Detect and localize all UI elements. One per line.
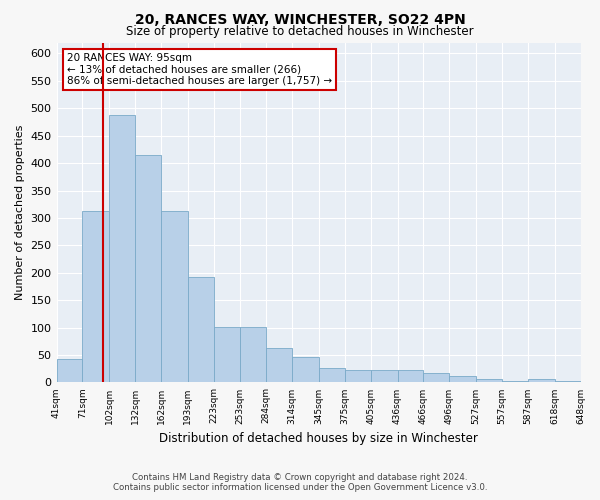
- Bar: [424, 373, 449, 382]
- Bar: [56, 360, 82, 382]
- Bar: [371, 370, 398, 382]
- Bar: [528, 378, 554, 382]
- Bar: [345, 370, 371, 382]
- Text: Size of property relative to detached houses in Winchester: Size of property relative to detached ho…: [126, 25, 474, 38]
- Bar: [319, 368, 345, 382]
- Bar: [239, 326, 266, 382]
- Bar: [135, 155, 161, 382]
- Bar: [292, 356, 319, 382]
- Bar: [476, 378, 502, 382]
- Bar: [398, 370, 424, 382]
- Bar: [161, 212, 188, 382]
- Bar: [109, 116, 135, 382]
- Text: 20, RANCES WAY, WINCHESTER, SO22 4PN: 20, RANCES WAY, WINCHESTER, SO22 4PN: [134, 12, 466, 26]
- Bar: [188, 277, 214, 382]
- Text: Contains HM Land Registry data © Crown copyright and database right 2024.
Contai: Contains HM Land Registry data © Crown c…: [113, 473, 487, 492]
- Bar: [82, 212, 109, 382]
- Bar: [266, 348, 292, 382]
- Y-axis label: Number of detached properties: Number of detached properties: [15, 125, 25, 300]
- Bar: [449, 376, 476, 382]
- Text: 20 RANCES WAY: 95sqm
← 13% of detached houses are smaller (266)
86% of semi-deta: 20 RANCES WAY: 95sqm ← 13% of detached h…: [67, 52, 332, 86]
- X-axis label: Distribution of detached houses by size in Winchester: Distribution of detached houses by size …: [159, 432, 478, 445]
- Bar: [214, 326, 239, 382]
